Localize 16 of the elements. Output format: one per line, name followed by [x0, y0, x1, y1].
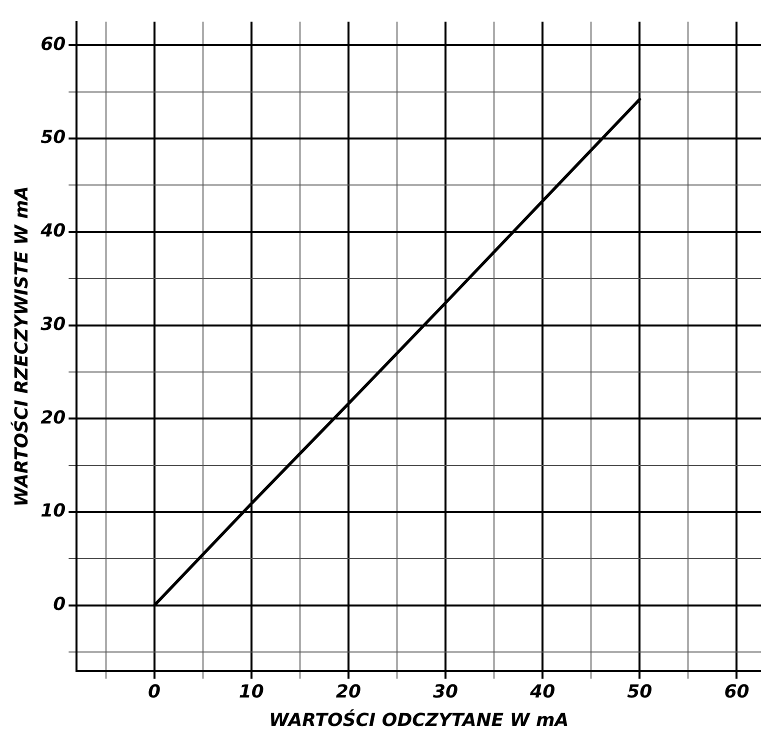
- y-tick-label: 20: [40, 407, 66, 428]
- x-tick-label: 0: [148, 681, 161, 702]
- y-tick-label: 40: [40, 220, 66, 242]
- y-tick-label: 60: [40, 34, 66, 55]
- y-tick-label: 0: [53, 594, 66, 616]
- y-axis-title: WARTOŚCI RZECZYWISTE W mA: [10, 186, 32, 507]
- x-tick-label: 60: [724, 681, 750, 702]
- x-tick-label: 40: [529, 681, 556, 702]
- x-tick-label: 30: [432, 681, 458, 702]
- x-axis-title: WARTOŚCI ODCZYTANE W mA: [268, 708, 569, 731]
- y-tick-label: 10: [40, 500, 66, 522]
- x-tick-label: 50: [627, 681, 652, 702]
- x-tick-label: 20: [336, 681, 361, 702]
- y-tick-label: 30: [40, 314, 66, 335]
- y-tick-label: 50: [40, 127, 66, 148]
- x-tick-label: 10: [238, 681, 264, 702]
